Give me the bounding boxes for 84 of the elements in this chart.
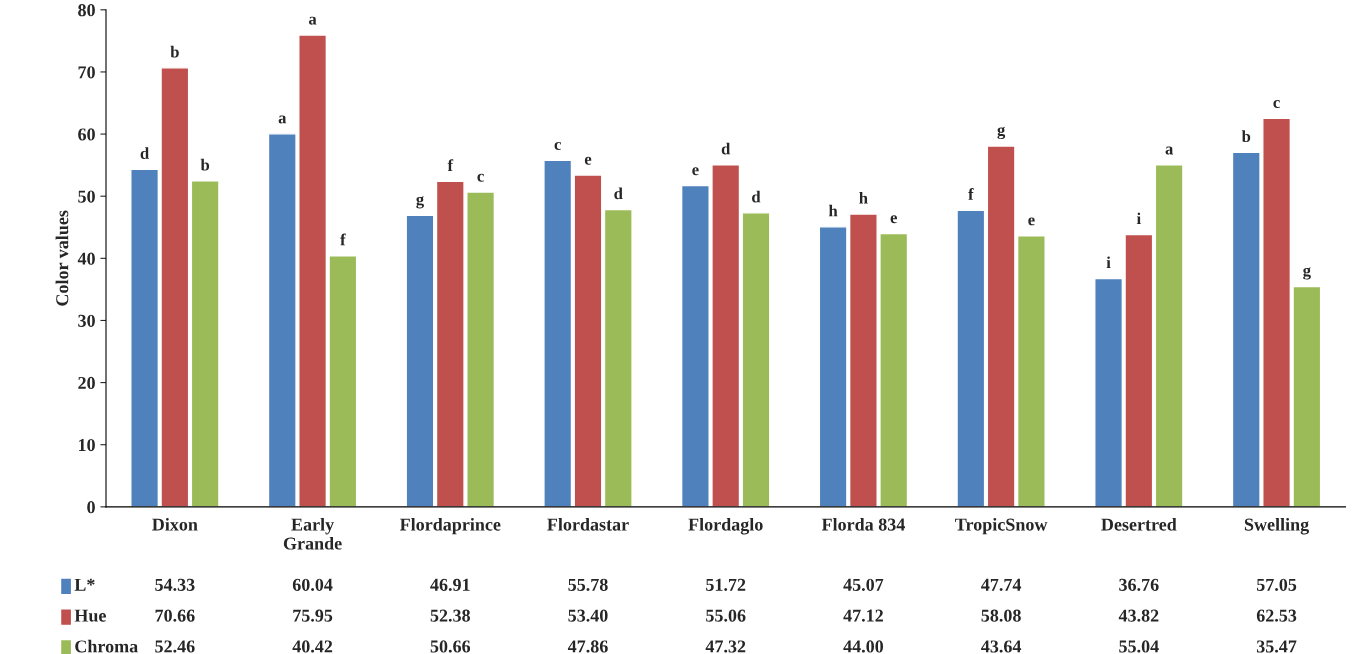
x-tick-label: Flordaglo [688,517,763,535]
data-label: 60.04 [292,578,333,591]
x-tick-label: Dixon [152,517,198,531]
data-label: 46.91 [430,578,470,591]
annotation: a [308,16,317,25]
annotation: h [828,204,838,217]
data-label: 50.66 [430,640,471,653]
annotation: g [1303,267,1311,280]
y-tick-label: 20 [78,376,95,390]
data-label: 45.07 [843,578,884,591]
annotation: i [1136,212,1141,225]
annotation: b [170,45,179,58]
y-tick-label: 70 [78,66,95,79]
annotation: d [721,142,731,155]
data-label: 36.76 [1119,578,1159,591]
annotation: d [614,187,623,200]
data-label: 47.86 [567,640,608,653]
data-label: 58.08 [981,609,1021,622]
data-label: 54.33 [155,578,195,591]
annotation: c [1273,100,1280,109]
x-tick-label: Flordastar [547,517,629,531]
data-label: 53.40 [568,609,608,622]
data-label: 35.47 [1256,640,1297,653]
x-tick-label: Flordaprince [399,517,501,535]
legend-label: L* [74,578,95,591]
data-label: 55.04 [1119,640,1159,653]
annotation: h [859,192,868,204]
data-label: 55.06 [706,609,746,622]
data-label: 47.74 [981,578,1022,591]
y-tick-label: 60 [78,128,95,141]
annotation: f [447,159,454,171]
bar [956,209,986,507]
data-label: 51.72 [706,578,746,591]
annotation: e [692,167,699,176]
bar [1154,164,1184,507]
bar [741,212,771,507]
annotation: g [416,196,424,209]
annotation: b [1241,130,1251,143]
data-label: 55.78 [568,578,608,591]
annotation: e [890,215,897,224]
data-label: 62.53 [1256,609,1297,622]
x-tick-label: Desertred [1101,517,1177,531]
legend-label: Hue [74,609,106,622]
data-label: 75.95 [293,609,333,622]
x-tick-label: Early Grande [283,517,342,550]
annotation: d [752,190,761,203]
bar [190,180,220,507]
annotation: f [340,233,346,246]
bar [573,174,603,507]
y-tick-label: 30 [78,314,95,327]
data-label: 57.05 [1256,578,1297,591]
bar [603,208,633,507]
legend-label: Chroma [75,639,138,653]
y-axis-title: Color values [55,210,69,306]
data-label: 44.00 [843,640,884,653]
annotation: g [997,126,1006,140]
annotation: c [554,141,561,150]
data-label: 47.12 [843,609,883,622]
annotation: a [1165,146,1174,155]
x-tick-label: TropicSnow [955,517,1048,535]
annotation: i [1106,256,1111,268]
data-label: 52.38 [430,609,470,622]
data-label: 43.64 [981,640,1022,653]
y-tick-label: 40 [77,252,95,265]
y-tick-label: 0 [87,501,95,514]
annotation: a [278,115,287,124]
data-label: 70.66 [155,609,195,622]
annotation: d [140,147,150,159]
annotation: e [1028,217,1035,226]
data-label: 47.32 [705,640,746,653]
data-label: 52.46 [155,640,195,653]
y-tick-label: 50 [78,190,95,203]
x-tick-label: Florda 834 [821,517,905,531]
annotation: b [200,158,210,171]
bar [543,159,573,507]
data-label: 43.82 [1118,609,1159,622]
y-tick-label: 10 [78,438,95,452]
annotation: f [968,188,974,200]
x-tick-label: Swelling [1244,517,1309,535]
annotation: e [584,156,592,165]
annotation: c [477,173,484,182]
bar [405,214,435,507]
y-tick-label: 80 [78,4,95,17]
data-label: 40.42 [292,640,333,653]
